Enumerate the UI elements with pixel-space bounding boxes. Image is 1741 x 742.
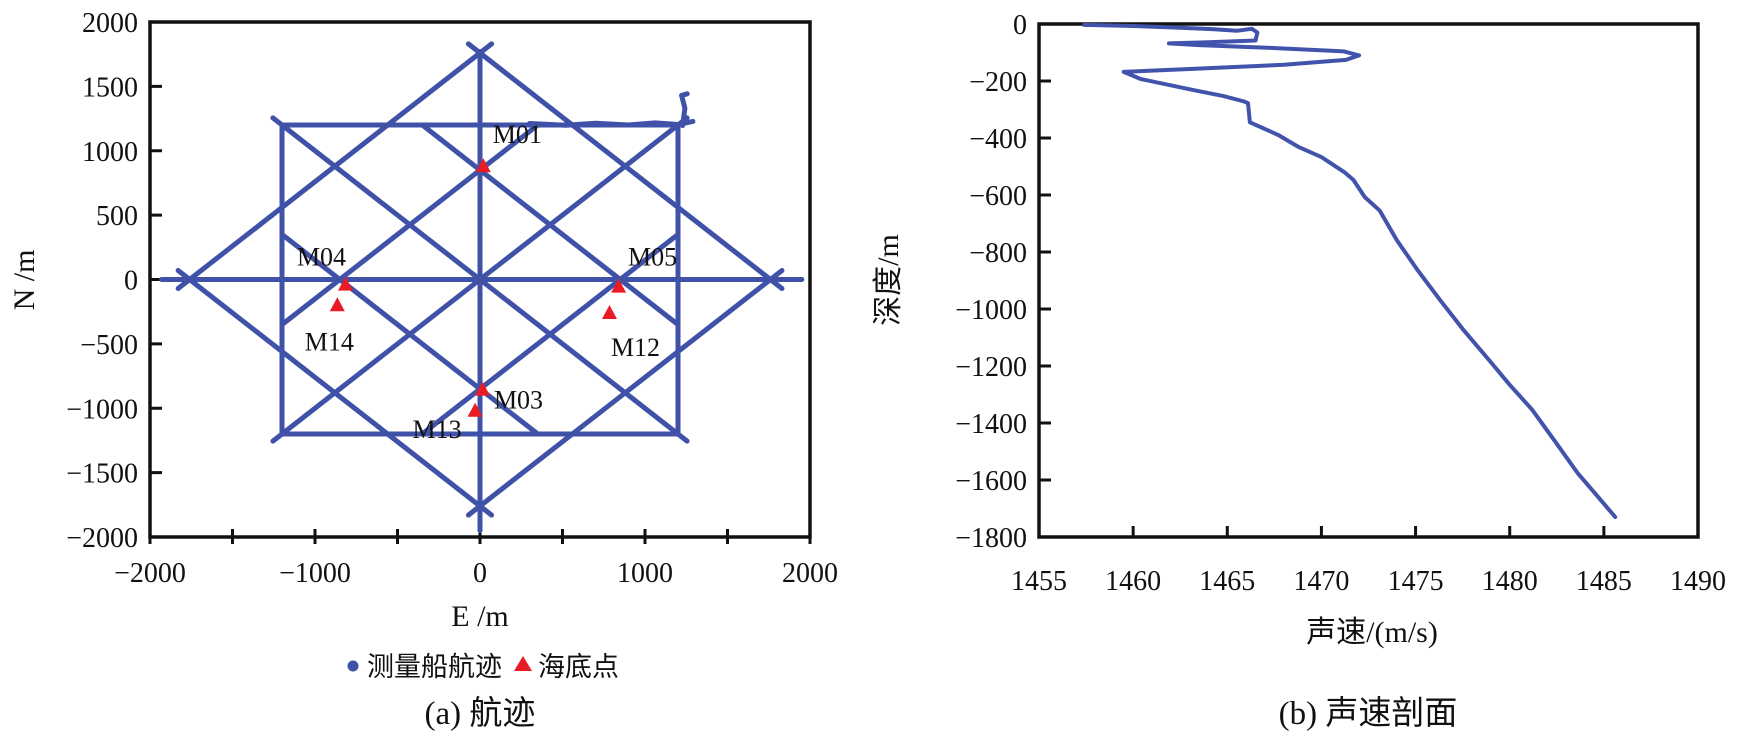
seabed-marker-M13 bbox=[467, 402, 483, 417]
x-tick-label: 1485 bbox=[1576, 566, 1632, 597]
seabed-marker-M14 bbox=[329, 297, 345, 312]
subfigure-caption-b: (b) 声速剖面 bbox=[1279, 695, 1458, 732]
x-tick-label: 2000 bbox=[782, 558, 838, 589]
marker-label-M14: M14 bbox=[305, 327, 354, 356]
y-tick-label: −1200 bbox=[955, 352, 1027, 383]
seabed-marker-M01 bbox=[475, 158, 491, 173]
y-tick-label: 500 bbox=[96, 201, 138, 232]
profile-plot-border bbox=[1037, 22, 1700, 539]
seabed-marker-M12 bbox=[602, 305, 617, 319]
marker-label-M12: M12 bbox=[611, 333, 660, 362]
legend-track-dot-icon bbox=[347, 660, 359, 672]
track-line bbox=[419, 231, 681, 437]
y-tick-label: −1000 bbox=[66, 394, 138, 425]
seabed-marker-M04 bbox=[338, 276, 353, 291]
x-axis-title-profile: 声速/(m/s) bbox=[1306, 616, 1438, 649]
y-tick-label: −600 bbox=[969, 181, 1027, 212]
subfigure-caption-a: (a) 航迹 bbox=[425, 695, 536, 732]
track-line bbox=[679, 91, 690, 129]
y-tick-label: −400 bbox=[969, 124, 1027, 155]
y-tick-label: −1400 bbox=[955, 409, 1027, 440]
y-tick-label: 0 bbox=[1013, 10, 1027, 41]
profile-chart-svg: 0 −200 −400 −600 −800 −1000 −1200 −1400 −1600 −18… bbox=[872, 10, 1726, 732]
marker-label-M03: M03 bbox=[494, 386, 543, 415]
legend: 测量船航迹 海底点 bbox=[347, 652, 619, 682]
y-tick-label: −1600 bbox=[955, 466, 1027, 497]
y-tick-label: 2000 bbox=[82, 8, 138, 39]
y-tick-label: 0 bbox=[124, 266, 138, 297]
track-chart-svg: 2000 1500 1000 500 0 −500 −1000 −1500 −2000 −2000… bbox=[8, 8, 838, 732]
legend-track-label: 测量船航迹 bbox=[367, 652, 502, 682]
y-tick-label: −1500 bbox=[66, 459, 138, 490]
seabed-marker-M05 bbox=[611, 278, 627, 293]
y-tick-label: −200 bbox=[969, 67, 1027, 98]
y-tick-label: −800 bbox=[969, 238, 1027, 269]
y-tick-label: 1500 bbox=[82, 72, 138, 103]
y-tick-label: 1000 bbox=[82, 137, 138, 168]
profile-axes: 0 −200 −400 −600 −800 −1000 −1200 −1400 −1600 −18… bbox=[955, 10, 1726, 597]
track-line bbox=[527, 118, 696, 128]
y-tick-label: −2000 bbox=[66, 523, 138, 554]
y-axis-title-track: N /m bbox=[8, 250, 41, 311]
sound-velocity-line bbox=[1082, 22, 1618, 519]
marker-label-M01: M01 bbox=[493, 120, 542, 149]
track-line bbox=[419, 122, 681, 328]
x-tick-label: 1475 bbox=[1388, 566, 1444, 597]
y-tick-label: −1000 bbox=[955, 295, 1027, 326]
track-line bbox=[279, 122, 541, 328]
marker-label-M05: M05 bbox=[628, 243, 677, 272]
x-tick-label: 1000 bbox=[617, 558, 673, 589]
x-tick-label: 1460 bbox=[1105, 566, 1161, 597]
x-tick-label: 1480 bbox=[1482, 566, 1538, 597]
x-tick-label: 1465 bbox=[1199, 566, 1255, 597]
marker-label-M13: M13 bbox=[413, 415, 462, 444]
x-tick-label: 0 bbox=[473, 558, 487, 589]
marker-label-M04: M04 bbox=[297, 243, 346, 272]
x-tick-label: 1490 bbox=[1670, 566, 1726, 597]
legend-seabed-label: 海底点 bbox=[538, 652, 619, 682]
y-tick-label: −1800 bbox=[955, 523, 1027, 554]
y-tick-label: −500 bbox=[80, 330, 138, 361]
track-axes: 2000 1500 1000 500 0 −500 −1000 −1500 −2000 −2000… bbox=[66, 8, 838, 589]
x-axis-title-track: E /m bbox=[451, 600, 509, 633]
ship-track-lines bbox=[159, 41, 805, 534]
x-tick-label: 1470 bbox=[1293, 566, 1349, 597]
legend-seabed-triangle-icon bbox=[514, 656, 532, 671]
track-line bbox=[279, 231, 541, 437]
x-tick-label: −1000 bbox=[279, 558, 351, 589]
x-tick-label: −2000 bbox=[114, 558, 186, 589]
seabed-markers: M01 M04 M14 M05 M12 M03 M13 bbox=[297, 120, 677, 444]
profile-series bbox=[1082, 22, 1618, 519]
y-axis-title-profile: 深度/m bbox=[872, 234, 905, 326]
x-tick-label: 1455 bbox=[1011, 566, 1067, 597]
seabed-marker-M03 bbox=[475, 381, 490, 396]
